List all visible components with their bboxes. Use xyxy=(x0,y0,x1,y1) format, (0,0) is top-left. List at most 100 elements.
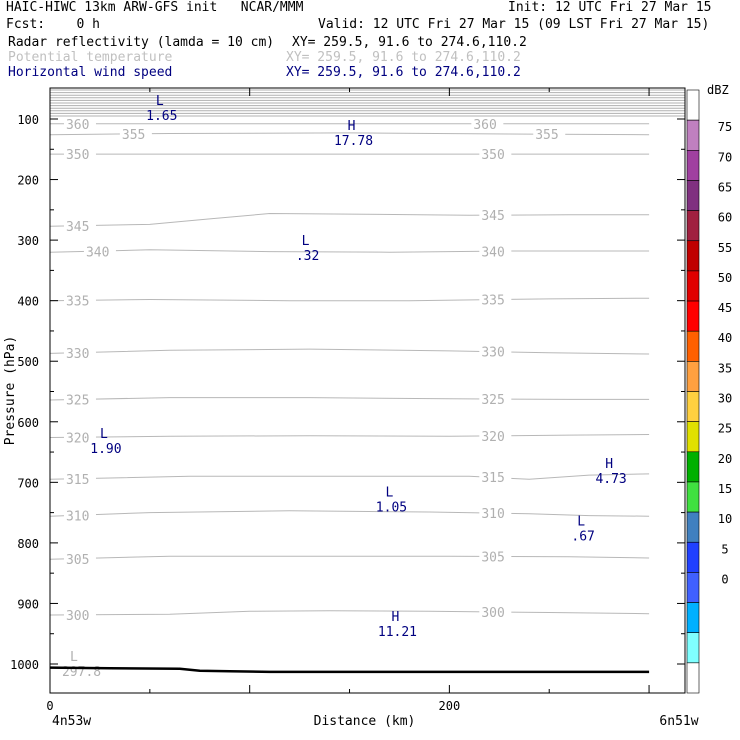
wind-extremum-mark: L xyxy=(100,427,108,442)
theta-label-bg xyxy=(119,127,152,141)
theta-label-350: 350 xyxy=(66,148,89,163)
theta-label-310: 310 xyxy=(481,507,504,522)
y-tick-label: 100 xyxy=(17,113,39,127)
wind-extremum-mark: H xyxy=(605,457,613,472)
colorbar-segment xyxy=(686,451,700,483)
colorbar-segment xyxy=(686,481,700,513)
wind-extremum-value: .67 xyxy=(571,529,594,544)
colorbar-segment xyxy=(686,511,700,543)
theta-label-330: 330 xyxy=(66,347,89,362)
colorbar-label: 75 xyxy=(718,120,732,134)
y-axis-label: Pressure (hPa) xyxy=(3,336,18,446)
colorbar-label: 45 xyxy=(718,301,732,315)
theta-label-bg xyxy=(63,508,96,522)
theta-contour-305 xyxy=(49,555,650,560)
theta-label-bg xyxy=(479,208,512,222)
y-tick-label: 500 xyxy=(17,355,39,369)
wind-extremum-value: 1.90 xyxy=(90,442,121,457)
colorbar-segment xyxy=(686,361,700,392)
theta-label-bg xyxy=(479,549,512,563)
wind-extremum-mark: L xyxy=(302,234,310,249)
theta-label-315: 315 xyxy=(66,473,89,488)
theta-label-bg xyxy=(63,345,96,359)
colorbar-label: 35 xyxy=(718,361,732,375)
theta-label-335: 335 xyxy=(481,294,504,309)
colorbar-segment xyxy=(686,602,700,633)
colorbar-label: 50 xyxy=(718,271,732,285)
wind-extremum-value: 1.05 xyxy=(376,500,407,515)
wind-extremum-mark: L xyxy=(577,514,585,529)
theta-label-345: 345 xyxy=(481,209,504,224)
field-name-wind: Horizontal wind speed xyxy=(8,65,173,80)
colorbar-label: 20 xyxy=(718,452,732,466)
colorbar-segment xyxy=(686,119,700,151)
theta-label-bg xyxy=(479,428,512,442)
forecast-hour: Fcst: 0 h xyxy=(6,17,100,32)
colorbar-segment xyxy=(686,330,700,362)
theta-label-300: 300 xyxy=(481,606,504,621)
theta-label-bg xyxy=(479,469,512,483)
theta-label-360: 360 xyxy=(473,118,496,133)
theta-contour-325 xyxy=(49,397,650,401)
theta-label-bg xyxy=(471,116,504,130)
y-tick-label: 200 xyxy=(17,174,39,188)
theta-label-340: 340 xyxy=(86,245,109,260)
theta-label-bg xyxy=(63,607,96,621)
field-name-reflectivity: Radar reflectivity (lamda = 10 cm) xyxy=(8,35,275,50)
theta-label-305: 305 xyxy=(66,553,89,568)
wind-extremum-value: 4.73 xyxy=(595,472,626,487)
x-tick-label: 200 xyxy=(439,699,461,713)
theta-label-bg xyxy=(533,127,566,141)
colorbar-segment xyxy=(686,180,700,211)
theta-label-350: 350 xyxy=(481,148,504,163)
theta-label-bg xyxy=(479,292,512,306)
theta-label-315: 315 xyxy=(481,471,504,486)
theta-min-mark: L xyxy=(70,650,78,665)
colorbar-label: 0 xyxy=(721,572,728,586)
theta-contour-300 xyxy=(49,610,650,616)
x-right-endpoint-label: 6n51w xyxy=(659,714,698,729)
colorbar-label: 40 xyxy=(718,331,732,345)
model-title: HAIC-HIWC 13km ARW-GFS init NCAR/MMM xyxy=(6,0,304,15)
colorbar-label: 65 xyxy=(718,180,732,194)
theta-label-bg xyxy=(83,244,116,258)
field-xy-theta: XY= 259.5, 91.6 to 274.6,110.2 xyxy=(286,50,521,65)
y-tick-label: 1000 xyxy=(10,658,39,672)
colorbar-label: 25 xyxy=(718,422,732,436)
theta-label-360: 360 xyxy=(66,118,89,133)
theta-label-bg xyxy=(63,218,96,232)
theta-label-305: 305 xyxy=(481,550,504,565)
terrain-line xyxy=(49,666,650,674)
colorbar-segment xyxy=(686,270,700,302)
colorbar-segment xyxy=(686,632,700,664)
theta-label-bg xyxy=(63,551,96,565)
y-tick-label: 400 xyxy=(17,295,39,309)
theta-label-bg xyxy=(479,391,512,405)
field-xy-reflectivity: XY= 259.5, 91.6 to 274.6,110.2 xyxy=(292,35,527,50)
theta-contour-320 xyxy=(49,434,650,438)
wind-extremum-mark: H xyxy=(348,119,356,134)
theta-label-310: 310 xyxy=(66,510,89,525)
y-tick-label: 600 xyxy=(17,416,39,430)
theta-label-355: 355 xyxy=(122,128,145,143)
colorbar-segment xyxy=(686,300,700,332)
theta-label-bg xyxy=(63,392,96,406)
colorbar-label: 5 xyxy=(721,542,728,556)
colorbar-segment xyxy=(686,421,700,453)
colorbar-segment xyxy=(686,541,700,573)
theta-label-345: 345 xyxy=(66,220,89,235)
y-tick-label: 700 xyxy=(17,476,39,490)
theta-contour-310 xyxy=(49,510,650,517)
theta-label-bg xyxy=(479,344,512,358)
theta-label-bg xyxy=(479,244,512,258)
wind-extremum-value: .32 xyxy=(296,249,319,264)
theta-label-320: 320 xyxy=(481,430,504,445)
colorbar-segment xyxy=(686,89,700,121)
colorbar-unit: dBZ xyxy=(707,83,729,97)
wind-extremum-mark: L xyxy=(386,485,394,500)
colorbar-label: 70 xyxy=(718,150,732,164)
colorbar-label: 15 xyxy=(718,482,732,496)
theta-label-bg xyxy=(63,147,96,161)
theta-label-330: 330 xyxy=(481,346,504,361)
